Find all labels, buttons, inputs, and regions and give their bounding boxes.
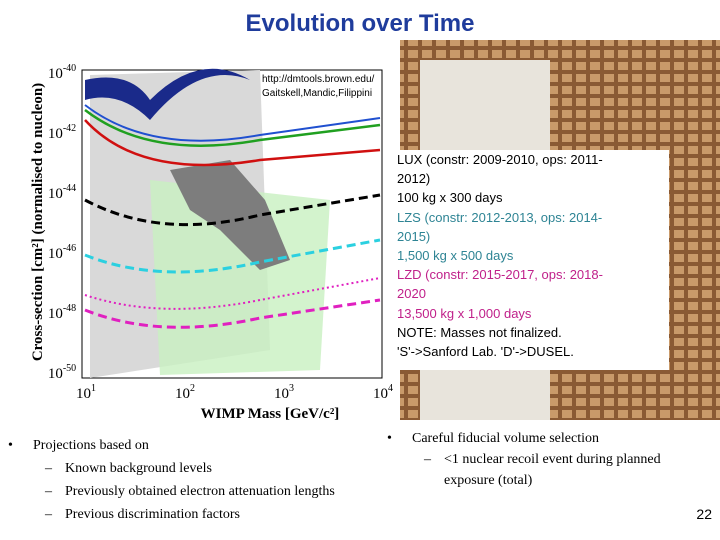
- note-line: 100 kg x 300 days: [397, 190, 503, 206]
- tick-exp: 2: [190, 383, 195, 394]
- tick-label: 104: [373, 383, 393, 402]
- marker: –: [45, 461, 52, 476]
- x-axis-label: WIMP Mass [GeV/c²]: [201, 406, 340, 422]
- curve: [84, 104, 381, 142]
- text: Previously obtained electron attenuation…: [65, 484, 335, 499]
- note-line: 2015): [397, 228, 431, 244]
- url: http://dmtools.brown.edu/: [262, 74, 375, 85]
- curve: [84, 119, 381, 167]
- tick-base: 10: [48, 186, 63, 202]
- note-line: LZS (constr: 2012-2013, ops: 2014-: [397, 209, 603, 225]
- marker: –: [45, 484, 52, 499]
- marker: •: [387, 431, 392, 446]
- tick-base: 10: [48, 366, 63, 382]
- curve: [85, 68, 250, 120]
- tick-label: 10-40: [48, 63, 76, 82]
- sub-bullet: – Previous discrimination factors: [33, 503, 335, 526]
- note-line: 'S'->Sanford Lab. 'D'->DUSEL.: [397, 344, 574, 360]
- left-bullet: • Projections based on – Known background l…: [8, 434, 335, 526]
- tick-base: 10: [48, 246, 63, 262]
- tick-exp: -42: [63, 123, 76, 134]
- text: Known background levels: [65, 461, 212, 476]
- tick-label: 10-48: [48, 303, 76, 322]
- note-line: LUX (constr: 2009-2010, ops: 2011-: [397, 152, 603, 167]
- note-box: LUX (constr: 2009-2010, ops: 2011- 2012) 1…: [393, 150, 669, 370]
- tick-exp: -48: [63, 303, 76, 314]
- tick-label: 10-46: [48, 243, 76, 262]
- tick-label: 102: [175, 383, 195, 402]
- tick-exp: -44: [63, 183, 76, 194]
- authors: Gaitskell,Mandic,Filippini: [262, 88, 372, 99]
- sub-bullet: – Previously obtained electron attenuatio…: [33, 480, 335, 503]
- title: Evolution over Time: [245, 10, 475, 37]
- curve: [84, 277, 381, 310]
- curve: [84, 109, 381, 147]
- right-bullet: • Careful fiducial volume selection – <1 nu…: [387, 428, 702, 491]
- sub-bullet: – <1 nuclear recoil event during planned …: [412, 449, 702, 491]
- curve: [84, 193, 381, 227]
- curve: [84, 298, 381, 329]
- marker: –: [45, 507, 52, 522]
- y-axis-label: Cross-section [cm²] (normalised to nucle…: [30, 83, 46, 361]
- tick-exp: 1: [91, 383, 96, 394]
- tick-base: 10: [274, 386, 289, 402]
- note-line: 1,500 kg x 500 days: [397, 248, 514, 264]
- tick-label: 10-44: [48, 183, 76, 202]
- bullet: • Projections based on: [8, 434, 335, 457]
- note-line: 2020: [397, 286, 426, 302]
- note-line: 13,500 kg x 1,000 days: [397, 305, 532, 321]
- text: Projections based on: [33, 438, 149, 453]
- tick-base: 10: [48, 126, 63, 142]
- sub-bullet: – Known background levels: [33, 457, 335, 480]
- tick-label: 103: [274, 383, 294, 402]
- text: <1 nuclear recoil event during planned e…: [444, 452, 661, 488]
- text: Careful fiducial volume selection: [412, 431, 599, 446]
- tick-label: 10-50: [48, 363, 76, 382]
- tick-base: 10: [48, 66, 63, 82]
- tick-base: 10: [48, 306, 63, 322]
- page-number: 22: [696, 506, 712, 522]
- tick-base: 10: [76, 386, 91, 402]
- note-line: NOTE: Masses not finalized.: [397, 324, 562, 340]
- marker: –: [424, 452, 431, 467]
- marker: •: [8, 438, 13, 453]
- tick-base: 10: [373, 386, 388, 402]
- tick-exp: 3: [289, 383, 294, 394]
- tick-label: 101: [76, 383, 96, 402]
- tick-exp: -50: [63, 363, 76, 374]
- region: [170, 160, 290, 270]
- note-line: LZD (constr: 2015-2017, ops: 2018-: [397, 267, 603, 283]
- tick-exp: -40: [63, 63, 76, 74]
- bullet: • Careful fiducial volume selection: [387, 428, 702, 449]
- tick-exp: 4: [388, 383, 393, 394]
- tick-base: 10: [175, 386, 190, 402]
- curve: [84, 238, 381, 274]
- text: Previous discrimination factors: [65, 507, 240, 522]
- tick-exp: -46: [63, 243, 76, 254]
- note-line: 2012): [397, 171, 431, 187]
- tick-label: 10-42: [48, 123, 76, 142]
